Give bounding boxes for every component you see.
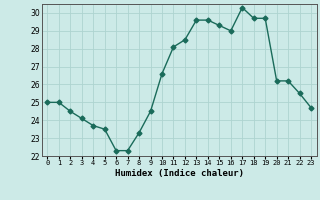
X-axis label: Humidex (Indice chaleur): Humidex (Indice chaleur) — [115, 169, 244, 178]
